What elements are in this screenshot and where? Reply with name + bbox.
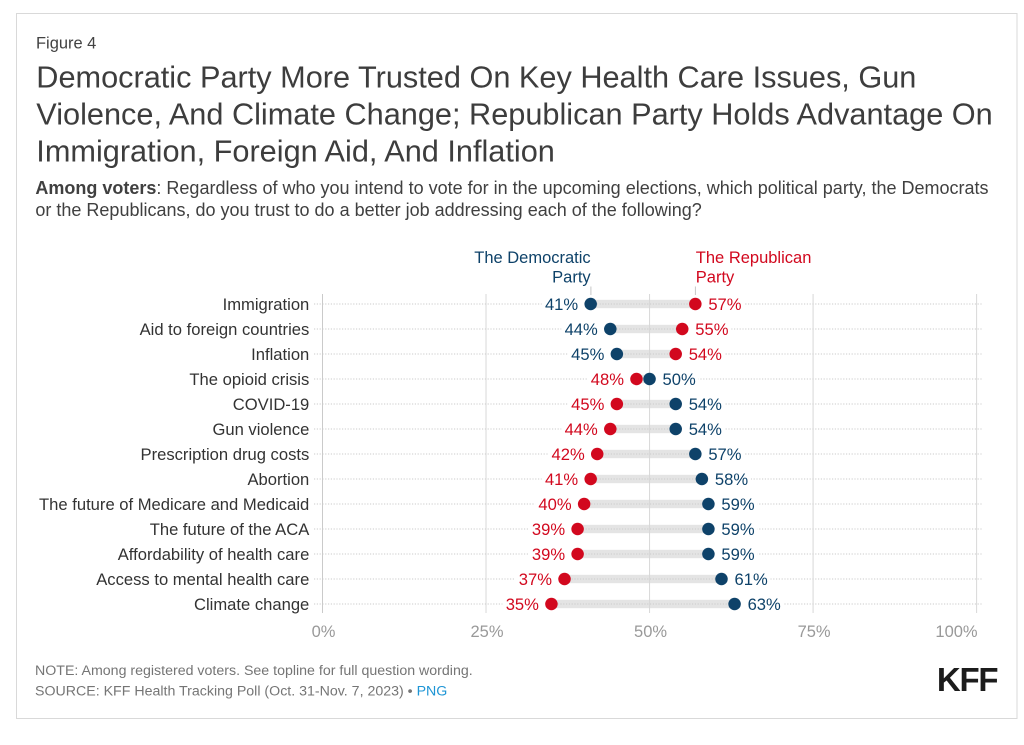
svg-text:25%: 25% [471,623,504,641]
svg-text:39%: 39% [532,545,565,564]
svg-text:SOURCE: KFF Health Tracking Po: SOURCE: KFF Health Tracking Poll (Oct. 3… [35,683,447,699]
svg-text:44%: 44% [565,320,598,339]
svg-text:63%: 63% [748,595,781,614]
svg-text:39%: 39% [532,520,565,539]
svg-text:59%: 59% [721,495,754,514]
svg-text:Gun violence: Gun violence [212,420,309,439]
svg-text:Climate change: Climate change [194,595,309,614]
svg-text:Abortion: Abortion [247,470,309,489]
svg-text:35%: 35% [506,595,539,614]
svg-text:The opioid crisis: The opioid crisis [189,370,309,389]
svg-text:The Republican: The Republican [696,249,812,267]
svg-text:48%: 48% [591,370,624,389]
svg-text:Inflation: Inflation [251,345,309,364]
svg-text:54%: 54% [689,345,722,364]
svg-text:Affordability of health care: Affordability of health care [118,545,310,564]
svg-text:41%: 41% [545,470,578,489]
svg-text:50%: 50% [663,370,696,389]
svg-text:Violence, And Climate Change;: Violence, And Climate Change; Republican… [36,96,992,131]
svg-text:Party: Party [552,268,591,286]
svg-text:75%: 75% [798,623,831,641]
svg-text:54%: 54% [689,420,722,439]
svg-text:37%: 37% [519,570,552,589]
svg-text:61%: 61% [735,570,768,589]
svg-text:0%: 0% [312,623,336,641]
svg-text:The future of the ACA: The future of the ACA [150,520,311,539]
svg-text:KFF: KFF [937,661,998,698]
svg-text:40%: 40% [538,495,571,514]
svg-text:59%: 59% [721,520,754,539]
svg-text:NOTE: Among registered voters.: NOTE: Among registered voters. See topli… [35,663,473,679]
svg-text:100%: 100% [935,623,978,641]
svg-text:57%: 57% [708,445,741,464]
svg-text:Aid to foreign countries: Aid to foreign countries [140,320,310,339]
svg-text:58%: 58% [715,470,748,489]
svg-text:Party: Party [696,268,735,286]
svg-text:44%: 44% [565,420,598,439]
svg-text:45%: 45% [571,345,604,364]
svg-text:57%: 57% [708,295,741,314]
svg-text:COVID-19: COVID-19 [233,395,310,414]
svg-text:The future of Medicare and Med: The future of Medicare and Medicaid [39,495,309,514]
svg-text:Prescription drug costs: Prescription drug costs [141,445,310,464]
svg-text:Democratic Party More Trusted: Democratic Party More Trusted On Key Hea… [36,59,916,94]
svg-text:The Democratic: The Democratic [474,249,590,267]
svg-text:Immigration, Foreign Aid, And: Immigration, Foreign Aid, And Inflation [36,133,555,168]
svg-text:Immigration: Immigration [223,295,310,314]
svg-text:Access to mental health care: Access to mental health care [96,570,309,589]
svg-text:42%: 42% [552,445,585,464]
svg-text:55%: 55% [695,320,728,339]
svg-text:Figure 4: Figure 4 [36,35,96,53]
svg-text:54%: 54% [689,395,722,414]
svg-text:59%: 59% [721,545,754,564]
svg-text:45%: 45% [571,395,604,414]
svg-text:or the Republicans, do you tru: or the Republicans, do you trust to do a… [35,200,701,220]
svg-text:Among voters: Regardless of wh: Among voters: Regardless of who you inte… [35,178,988,198]
svg-text:41%: 41% [545,295,578,314]
svg-text:50%: 50% [634,623,667,641]
